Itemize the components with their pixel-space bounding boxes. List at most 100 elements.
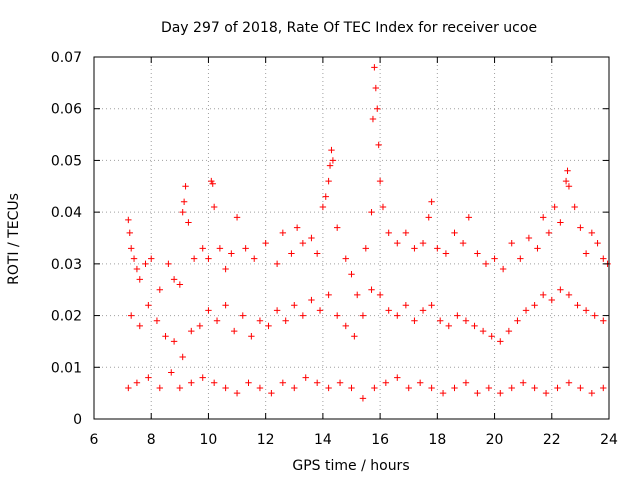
data-point — [336, 379, 344, 386]
data-point — [564, 167, 571, 174]
data-point — [156, 286, 164, 293]
data-point — [471, 322, 478, 330]
data-point — [348, 384, 355, 392]
data-point — [351, 333, 358, 340]
data-point — [362, 245, 370, 252]
data-point — [233, 389, 241, 397]
data-point — [368, 208, 375, 216]
data-point — [394, 312, 401, 319]
data-point — [333, 224, 341, 231]
data-point — [179, 208, 186, 216]
y-tick-label: 0.07 — [51, 50, 82, 66]
data-point — [136, 322, 143, 330]
data-point — [196, 322, 204, 330]
data-point — [562, 177, 570, 185]
data-point — [170, 276, 178, 283]
data-point — [328, 146, 335, 154]
data-point — [170, 338, 178, 345]
x-axis-label: GPS time / hours — [292, 458, 409, 474]
data-point — [582, 307, 590, 314]
data-point — [419, 307, 427, 314]
data-point — [222, 302, 229, 309]
data-point — [153, 317, 161, 324]
data-point — [522, 307, 530, 314]
data-point — [588, 389, 596, 397]
data-point — [359, 312, 367, 319]
data-point — [474, 250, 481, 257]
data-point — [419, 239, 427, 247]
data-point — [439, 389, 447, 397]
data-point — [479, 327, 487, 335]
data-point — [319, 203, 327, 211]
data-point — [600, 384, 607, 392]
data-point — [251, 255, 258, 262]
chart-title: Day 297 of 2018, Rate Of TEC Index for r… — [161, 20, 537, 36]
data-point — [402, 302, 410, 309]
data-point — [188, 327, 195, 335]
data-point — [133, 265, 141, 273]
data-point — [316, 307, 324, 314]
data-point — [142, 260, 149, 268]
data-point — [279, 379, 287, 386]
data-point — [130, 255, 138, 262]
data-point — [379, 203, 387, 211]
data-point — [176, 384, 184, 392]
data-point — [313, 379, 321, 386]
data-point — [190, 255, 198, 262]
y-tick-label: 0.06 — [51, 102, 82, 118]
data-point — [497, 338, 504, 345]
data-point — [372, 84, 380, 92]
data-point — [125, 216, 132, 224]
data-point — [136, 276, 143, 283]
data-point — [256, 384, 264, 392]
data-point — [451, 384, 458, 392]
data-point — [145, 374, 152, 381]
data-point — [322, 193, 329, 200]
data-point — [571, 203, 578, 211]
data-point — [222, 384, 229, 392]
data-point — [577, 224, 584, 231]
data-point — [185, 219, 192, 226]
y-tick-label: 0.04 — [51, 205, 82, 221]
data-point — [256, 317, 264, 324]
data-point — [248, 333, 255, 340]
data-point — [213, 317, 221, 324]
data-point — [126, 229, 133, 237]
plot-frame — [93, 56, 610, 420]
data-point — [188, 379, 195, 386]
data-point — [262, 239, 269, 247]
data-point — [436, 317, 444, 324]
data-point — [565, 291, 573, 299]
tick-labels: 6 8 10 12 14 16 18 20 22 24 0 0.01 0.02 0.03 0.04 0.05 0… — [51, 50, 618, 448]
data-point — [168, 369, 175, 376]
data-point — [162, 333, 169, 340]
data-point — [210, 203, 218, 211]
data-point — [557, 219, 564, 226]
data-point — [517, 255, 524, 262]
data-point — [514, 317, 521, 324]
data-point — [291, 302, 298, 309]
data-point — [199, 374, 206, 381]
data-point — [125, 384, 132, 392]
data-point — [551, 203, 558, 211]
data-point — [299, 312, 307, 319]
data-point — [308, 234, 315, 242]
data-point — [574, 302, 581, 309]
data-point — [165, 260, 172, 268]
data-point — [462, 379, 470, 386]
data-point — [156, 384, 164, 392]
data-point — [385, 229, 392, 237]
data-point — [205, 307, 212, 314]
data-point — [565, 183, 573, 190]
data-point — [326, 162, 334, 169]
data-point — [402, 229, 410, 237]
data-point — [342, 322, 349, 330]
data-point — [329, 157, 337, 164]
data-point — [405, 384, 412, 392]
data-point — [325, 291, 332, 299]
data-point — [359, 395, 367, 402]
data-point — [428, 384, 435, 392]
data-point — [148, 255, 155, 262]
grid-lines — [94, 57, 609, 419]
